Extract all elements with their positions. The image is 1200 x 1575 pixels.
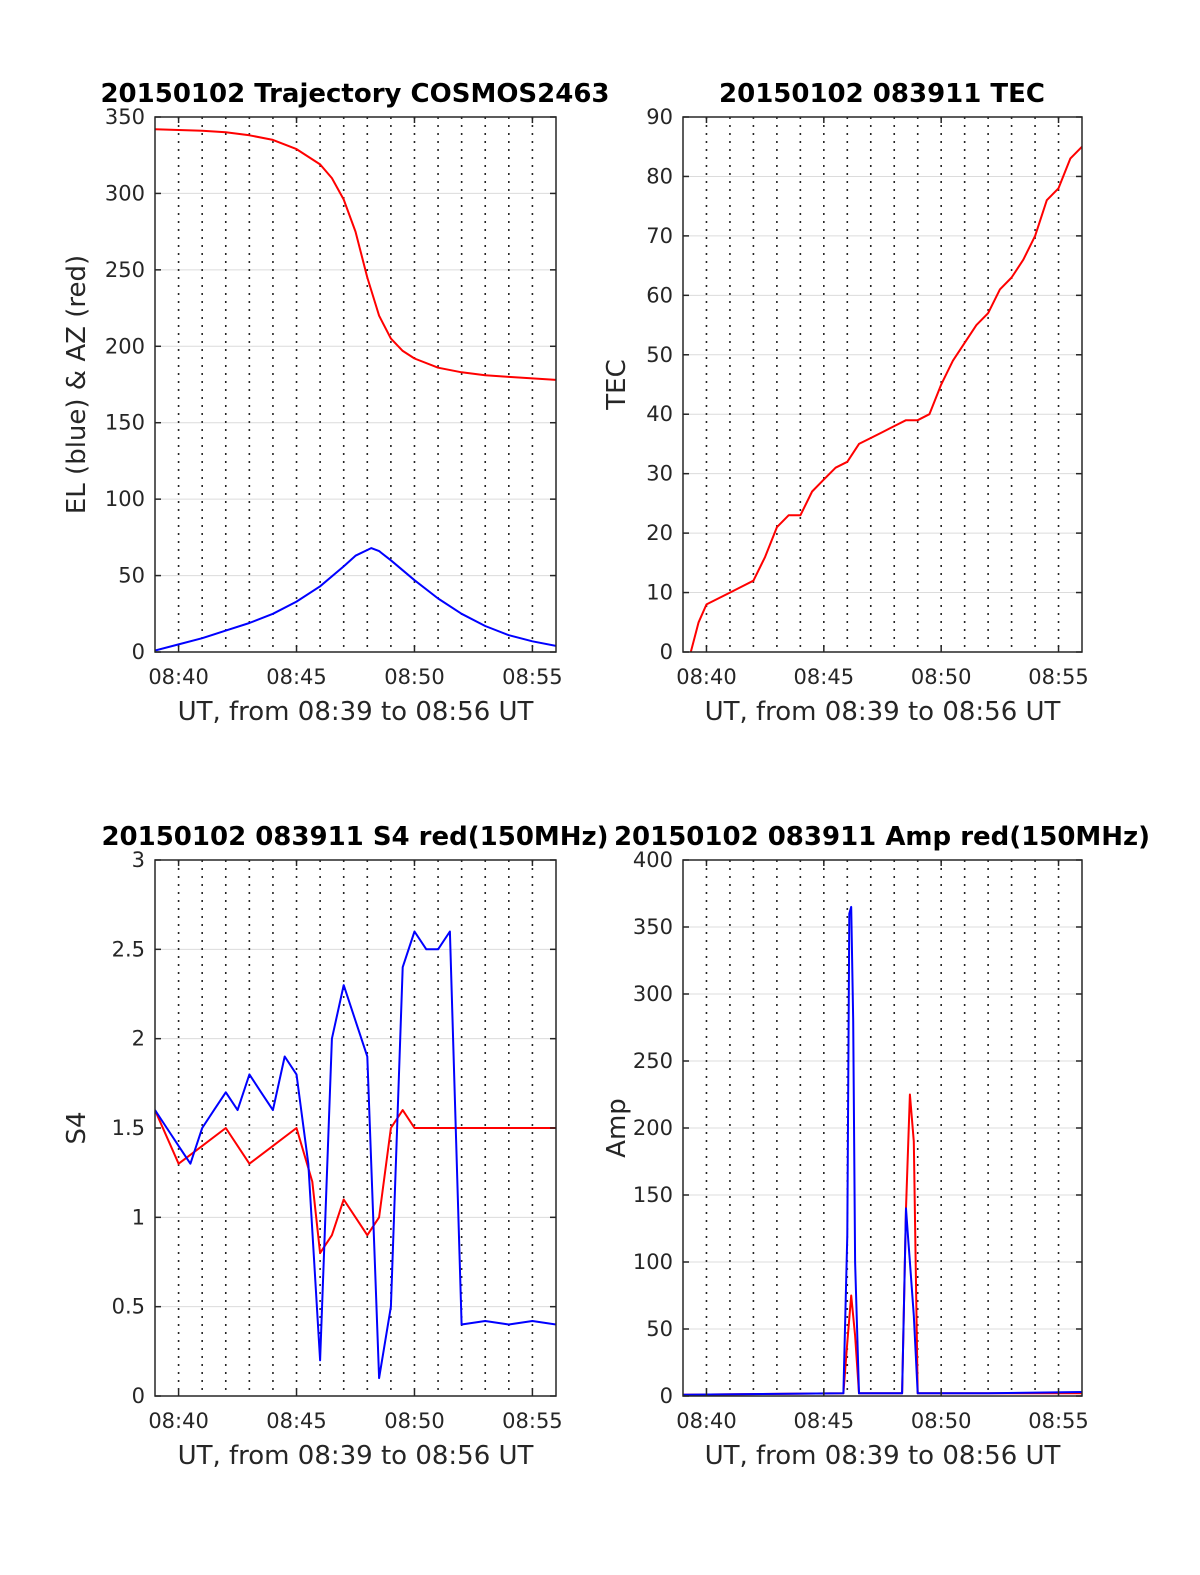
y-axis-label: EL (blue) & AZ (red) (62, 255, 92, 514)
x-tick-label: 08:50 (384, 665, 445, 689)
x-tick-label: 08:55 (502, 665, 563, 689)
x-tick-label: 08:40 (676, 665, 737, 689)
y-tick-label: 400 (633, 848, 673, 872)
y-tick-label: 150 (105, 411, 145, 435)
x-tick-label: 08:45 (266, 1409, 327, 1433)
series-line-2 (155, 930, 556, 1380)
series-group (689, 145, 1082, 652)
y-tick-label: 0 (660, 640, 673, 664)
y-tick-label: 1.5 (112, 1116, 145, 1140)
y-tick-label: 100 (105, 487, 145, 511)
chart-title: 20150102 083911 S4 red(150MHz) (101, 822, 608, 852)
y-tick-label: 40 (646, 402, 673, 426)
series-line-2 (683, 905, 1082, 1396)
y-tick-label: 0 (132, 640, 145, 664)
x-axis-label: UT, from 08:39 to 08:56 UT (178, 697, 534, 727)
series-line-1 (155, 1109, 556, 1255)
x-tick-label: 08:50 (384, 1409, 445, 1433)
series-group (683, 905, 1082, 1396)
y-axis-label: Amp (602, 1098, 632, 1158)
y-tick-label: 250 (633, 1049, 673, 1073)
x-tick-label: 08:50 (911, 665, 972, 689)
x-axis-label: UT, from 08:39 to 08:56 UT (705, 697, 1061, 727)
y-tick-label: 300 (633, 982, 673, 1006)
x-tick-label: 08:50 (911, 1409, 972, 1433)
x-tick-label: 08:45 (266, 665, 327, 689)
y-tick-label: 0 (132, 1384, 145, 1408)
plot-trajectory: 0 50 100 150 200 250 300 350 08:40 08:45 08:50 08:5… (62, 79, 610, 727)
y-tick-label: 30 (646, 462, 673, 486)
series-group (155, 930, 556, 1380)
chart-title: 20150102 083911 Amp red(150MHz) (614, 822, 1150, 852)
y-axis-label: TEC (602, 359, 632, 410)
y-axis-label: S4 (62, 1111, 92, 1144)
series-line-1 (155, 128, 556, 381)
y-tick-label: 20 (646, 521, 673, 545)
y-tick-label: 50 (118, 564, 145, 588)
x-tick-label: 08:55 (1028, 665, 1089, 689)
y-tick-label: 3 (132, 848, 145, 872)
plot-s4: 0 0.5 1 1.5 2 2.5 3 08:40 08:45 08:50 08:55 2015010… (62, 822, 609, 1471)
y-tick-label: 50 (646, 343, 673, 367)
y-tick-label: 10 (646, 581, 673, 605)
chart-title: 20150102 Trajectory COSMOS2463 (100, 79, 609, 109)
x-tick-label: 08:55 (1028, 1409, 1089, 1433)
y-tick-label: 150 (633, 1183, 673, 1207)
y-tick-label: 80 (646, 164, 673, 188)
axes-frame (682, 116, 1083, 653)
y-tick-label: 200 (105, 334, 145, 358)
y-tick-label: 300 (105, 181, 145, 205)
y-tick-label: 250 (105, 258, 145, 282)
y-tick-label: 50 (646, 1317, 673, 1341)
y-tick-label: 2.5 (112, 937, 145, 961)
series-group (155, 128, 556, 652)
y-tick-label: 350 (105, 105, 145, 129)
x-tick-label: 08:40 (148, 1409, 209, 1433)
x-axis-label: UT, from 08:39 to 08:56 UT (178, 1441, 534, 1471)
x-tick-label: 08:40 (676, 1409, 737, 1433)
series-line-2 (155, 547, 556, 652)
x-tick-label: 08:45 (794, 1409, 855, 1433)
x-tick-label: 08:45 (794, 665, 855, 689)
series-line-1 (689, 145, 1082, 652)
y-tick-label: 2 (132, 1027, 145, 1051)
x-axis-label: UT, from 08:39 to 08:56 UT (705, 1441, 1061, 1471)
y-tick-label: 0.5 (112, 1295, 145, 1319)
axes-frame (154, 116, 557, 653)
chart-title: 20150102 083911 TEC (719, 79, 1045, 109)
y-tick-label: 70 (646, 224, 673, 248)
y-tick-label: 100 (633, 1250, 673, 1274)
y-tick-label: 90 (646, 105, 673, 129)
y-tick-label: 350 (633, 915, 673, 939)
x-tick-label: 08:40 (148, 665, 209, 689)
plot-tec: 0 10 20 30 40 50 60 70 80 90 08:40 08:45 08:50 08:55 2… (602, 79, 1089, 727)
y-tick-label: 0 (660, 1384, 673, 1408)
y-tick-label: 1 (132, 1205, 145, 1229)
y-tick-label: 200 (633, 1116, 673, 1140)
plot-amp: 0 50 100 150 200 250 300 350 400 08:40 08:45 08:50 0… (602, 822, 1150, 1471)
x-tick-label: 08:55 (502, 1409, 563, 1433)
y-tick-label: 60 (646, 283, 673, 307)
